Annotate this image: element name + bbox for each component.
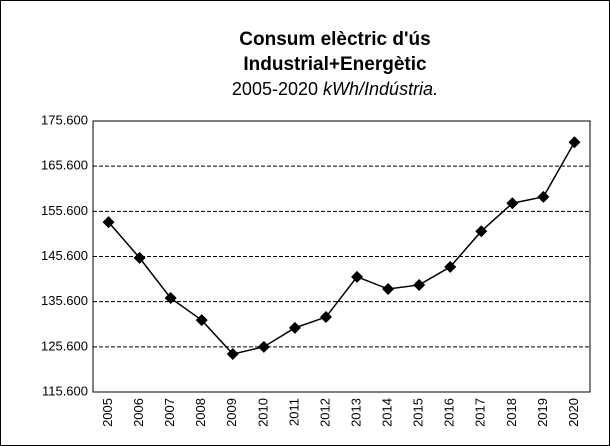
x-tick-label: 2008 (193, 398, 208, 427)
plot-border (92, 120, 591, 393)
y-tick-label: 145.600 (41, 248, 88, 263)
y-tick-label: 135.600 (41, 293, 88, 308)
series-line (107, 141, 576, 355)
x-tick-label: 2016 (442, 398, 457, 427)
point-marker (195, 314, 208, 327)
y-tick-label: 165.600 (41, 158, 88, 173)
chart-title: Consum elèctric d'ús (239, 29, 430, 50)
x-tick-label: 2010 (255, 398, 270, 427)
point-marker (413, 278, 426, 291)
x-tick-label: 2011 (286, 398, 301, 426)
point-marker (444, 260, 457, 273)
point-marker (133, 251, 146, 264)
point-marker (288, 321, 301, 334)
point-marker (475, 225, 488, 238)
point-marker (382, 283, 395, 296)
x-tick-label: 2013 (348, 398, 363, 427)
point-marker (226, 348, 239, 361)
x-tick-label: 2005 (100, 398, 115, 427)
point-marker (568, 136, 581, 149)
x-tick-label: 2018 (504, 398, 519, 427)
point-marker (102, 216, 115, 229)
x-tick-label: 2007 (162, 398, 177, 427)
subtitle-years: 2005-2020 (232, 79, 318, 99)
point-marker (351, 270, 364, 283)
chart-subtitle: 2005-2020 kWh/Indústria. (232, 79, 438, 99)
point-marker (506, 197, 519, 210)
x-tick-label: 2019 (535, 398, 550, 427)
x-tick-label: 2015 (411, 398, 426, 427)
x-tick-label: 2009 (224, 398, 239, 427)
x-tick-label: 2020 (566, 398, 581, 427)
point-marker (164, 292, 177, 305)
y-tick-label: 125.600 (41, 338, 88, 353)
chart-title: Industrial+Energètic (243, 54, 427, 75)
point-marker (319, 311, 332, 324)
y-tick-label: 155.600 (41, 203, 88, 218)
y-tick-label: 175.600 (41, 112, 88, 127)
point-marker (257, 340, 270, 353)
x-tick-label: 2014 (380, 398, 395, 427)
point-marker (537, 190, 550, 203)
x-tick-label: 2012 (317, 398, 332, 427)
subtitle-units: kWh/Indústria. (323, 79, 438, 99)
y-tick-label: 115.600 (42, 383, 88, 398)
x-tick-label: 2017 (473, 398, 488, 427)
x-tick-label: 2006 (131, 398, 146, 427)
